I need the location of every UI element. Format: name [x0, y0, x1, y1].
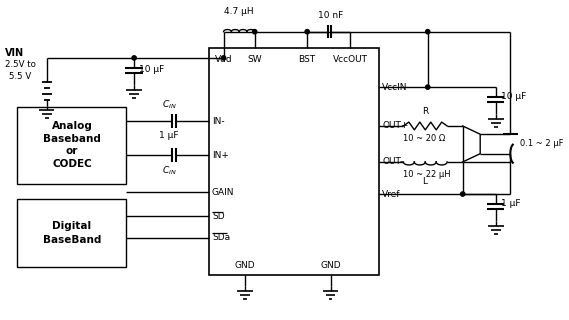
Bar	[18, 107, 126, 184]
Text: Digital: Digital	[52, 221, 92, 231]
Text: 10 μF: 10 μF	[501, 92, 526, 101]
Text: 2.5V to: 2.5V to	[5, 60, 36, 69]
Text: 4.7 μH: 4.7 μH	[224, 7, 254, 16]
Text: 5.5 V: 5.5 V	[9, 72, 31, 81]
Text: 1 μF: 1 μF	[159, 131, 179, 140]
Text: R: R	[422, 107, 428, 116]
Text: 10 nF: 10 nF	[318, 11, 343, 20]
Text: Baseband: Baseband	[43, 134, 101, 144]
Text: 0.1 ~ 2 μF: 0.1 ~ 2 μF	[520, 140, 563, 148]
Text: GAIN: GAIN	[212, 188, 234, 196]
Text: IN-: IN-	[212, 116, 225, 126]
Text: OUT+: OUT+	[382, 122, 409, 131]
Text: VccIN: VccIN	[382, 83, 407, 92]
Text: Analog: Analog	[52, 121, 92, 131]
Text: 10 ~ 20 Ω: 10 ~ 20 Ω	[403, 134, 446, 143]
Circle shape	[460, 192, 465, 196]
Text: GND: GND	[234, 261, 255, 270]
Text: VIN: VIN	[5, 48, 24, 58]
Text: GND: GND	[320, 261, 341, 270]
Bar	[18, 199, 126, 267]
Text: Vdd: Vdd	[215, 55, 232, 64]
Text: $C_{IN}$: $C_{IN}$	[162, 165, 176, 177]
Text: $C_{IN}$: $C_{IN}$	[162, 99, 176, 111]
Text: or: or	[66, 146, 78, 156]
Text: SW: SW	[248, 55, 262, 64]
Circle shape	[221, 56, 226, 60]
Text: BST: BST	[299, 55, 316, 64]
Text: 10 ~ 22 μH: 10 ~ 22 μH	[403, 170, 451, 179]
Text: OUT-: OUT-	[382, 157, 403, 166]
Bar	[209, 48, 379, 275]
Circle shape	[426, 29, 430, 34]
Circle shape	[426, 85, 430, 89]
Text: 1 μF: 1 μF	[501, 199, 520, 208]
Text: Vref: Vref	[382, 189, 401, 198]
Text: SD: SD	[212, 212, 225, 221]
Text: VccOUT: VccOUT	[332, 55, 368, 64]
Circle shape	[132, 56, 137, 60]
Text: SDa: SDa	[212, 233, 230, 242]
Text: 10 μF: 10 μF	[139, 65, 164, 74]
Text: IN+: IN+	[212, 151, 229, 160]
Circle shape	[253, 29, 257, 34]
Text: CODEC: CODEC	[52, 159, 92, 169]
Text: BaseBand: BaseBand	[43, 235, 101, 245]
Text: L: L	[422, 178, 427, 187]
Circle shape	[305, 29, 310, 34]
